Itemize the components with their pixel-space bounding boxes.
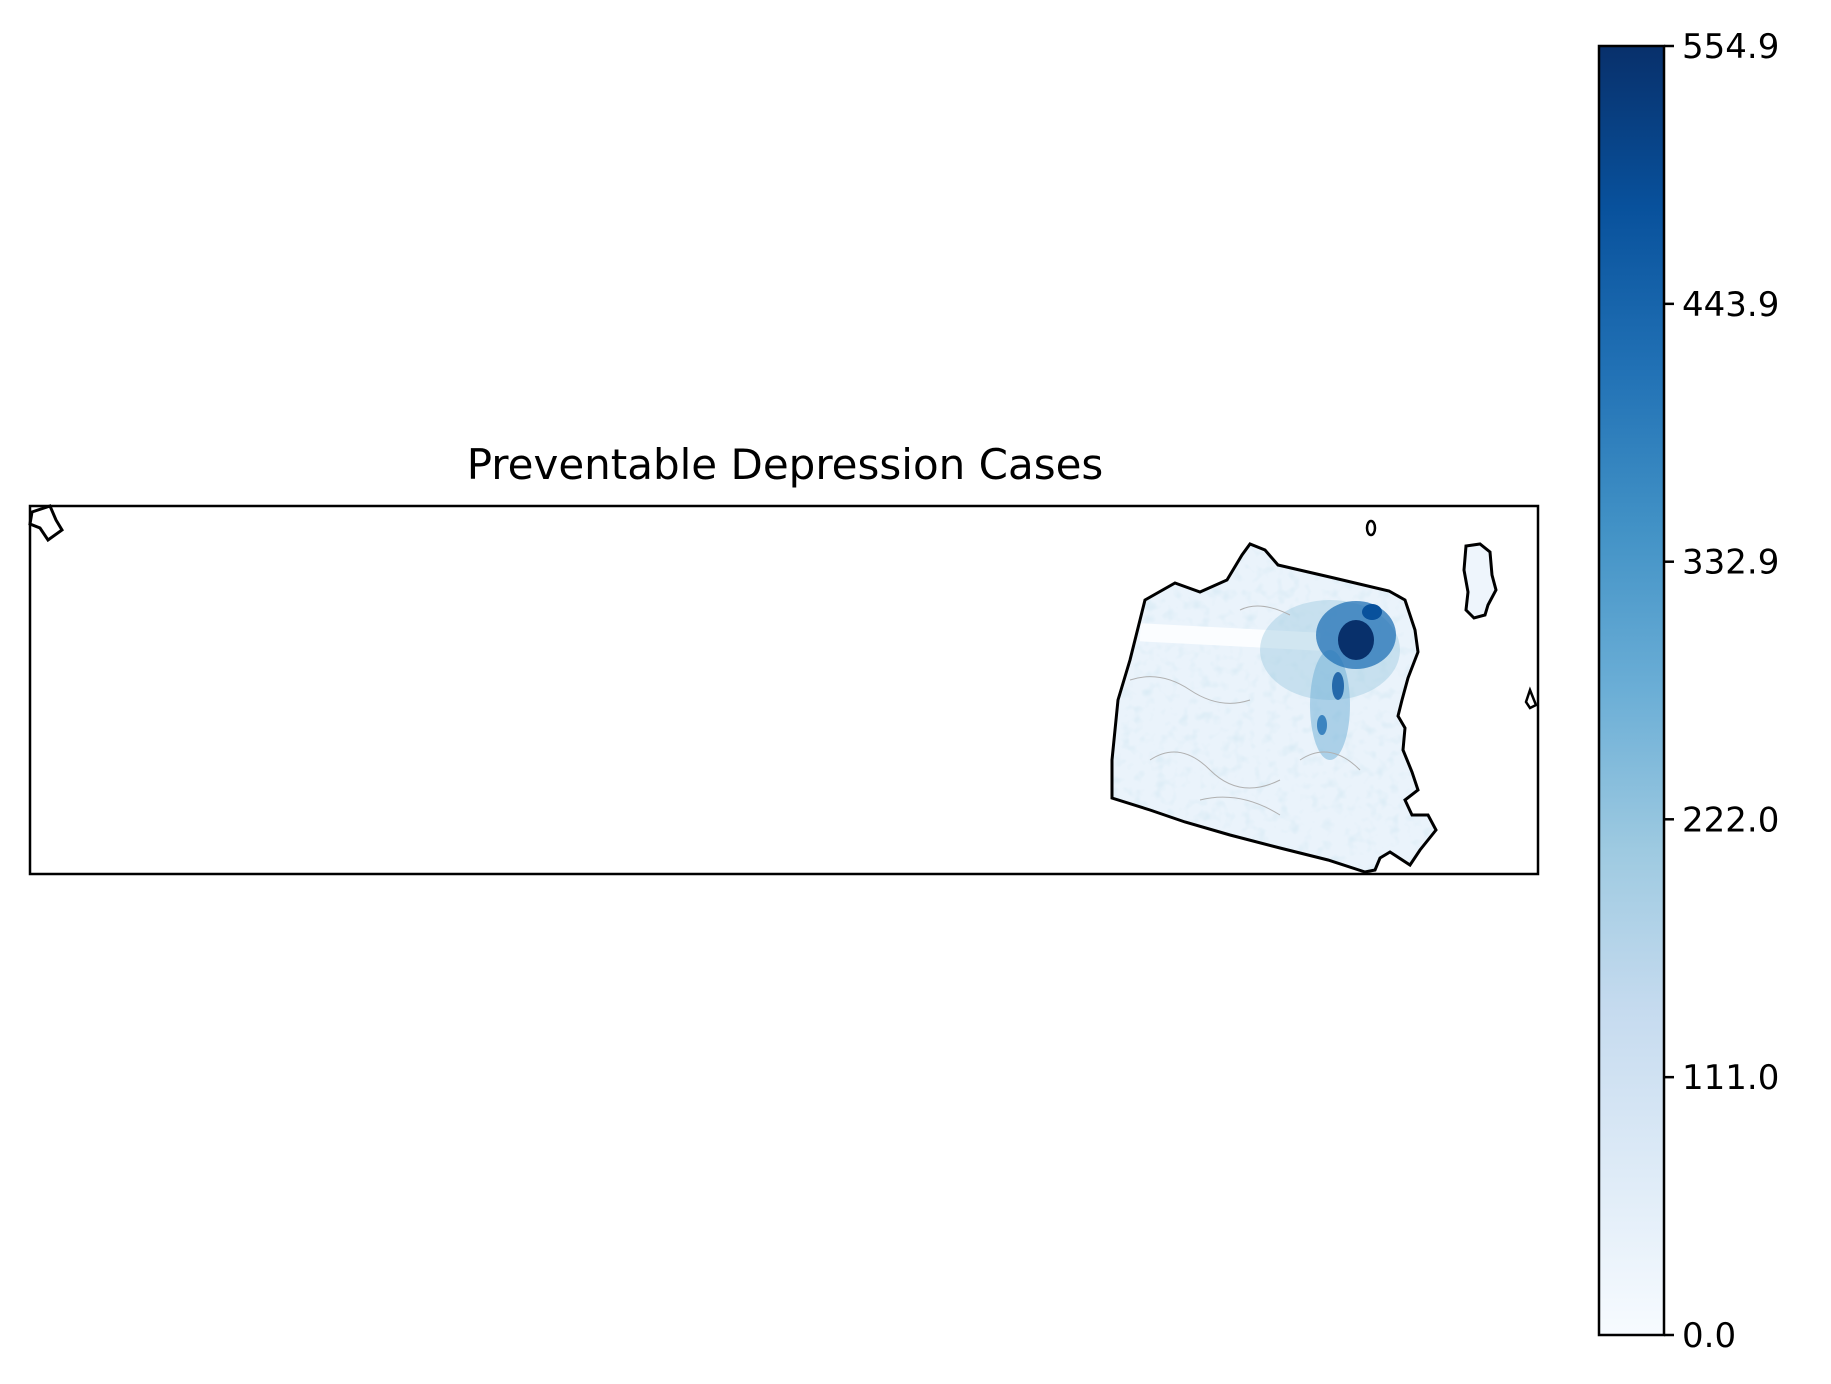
hotspot-spot-2 bbox=[1362, 604, 1382, 620]
heat-band-road bbox=[1139, 623, 1321, 651]
island-northwest bbox=[28, 504, 64, 543]
colorbar: 0.0 111.0 222.0 332.9 443.9 554.9 bbox=[1597, 27, 1779, 1356]
map-title: Preventable Depression Cases bbox=[467, 440, 1104, 489]
colorbar-tick-label: 222.0 bbox=[1682, 800, 1779, 840]
hotspot-spot-3 bbox=[1332, 672, 1344, 700]
contour-lines bbox=[1129, 605, 1361, 816]
land-outline-main bbox=[1110, 542, 1438, 874]
colorbar-tick-label: 332.9 bbox=[1682, 543, 1779, 583]
island-edge-east bbox=[1524, 686, 1538, 710]
map-axes bbox=[28, 504, 1540, 876]
colorbar-ticks: 0.0 111.0 222.0 332.9 443.9 554.9 bbox=[1664, 27, 1779, 1356]
colorbar-gradient bbox=[1597, 44, 1666, 1337]
island-small-north bbox=[1365, 519, 1377, 537]
colorbar-tick-label: 0.0 bbox=[1682, 1316, 1736, 1356]
hotspot-core bbox=[1338, 620, 1374, 660]
colorbar-tick-label: 554.9 bbox=[1682, 27, 1779, 67]
hotspot-spot-4 bbox=[1317, 715, 1327, 735]
island-east bbox=[1462, 542, 1498, 620]
colorbar-tick-label: 111.0 bbox=[1682, 1058, 1779, 1098]
colorbar-tick-label: 443.9 bbox=[1682, 285, 1779, 325]
